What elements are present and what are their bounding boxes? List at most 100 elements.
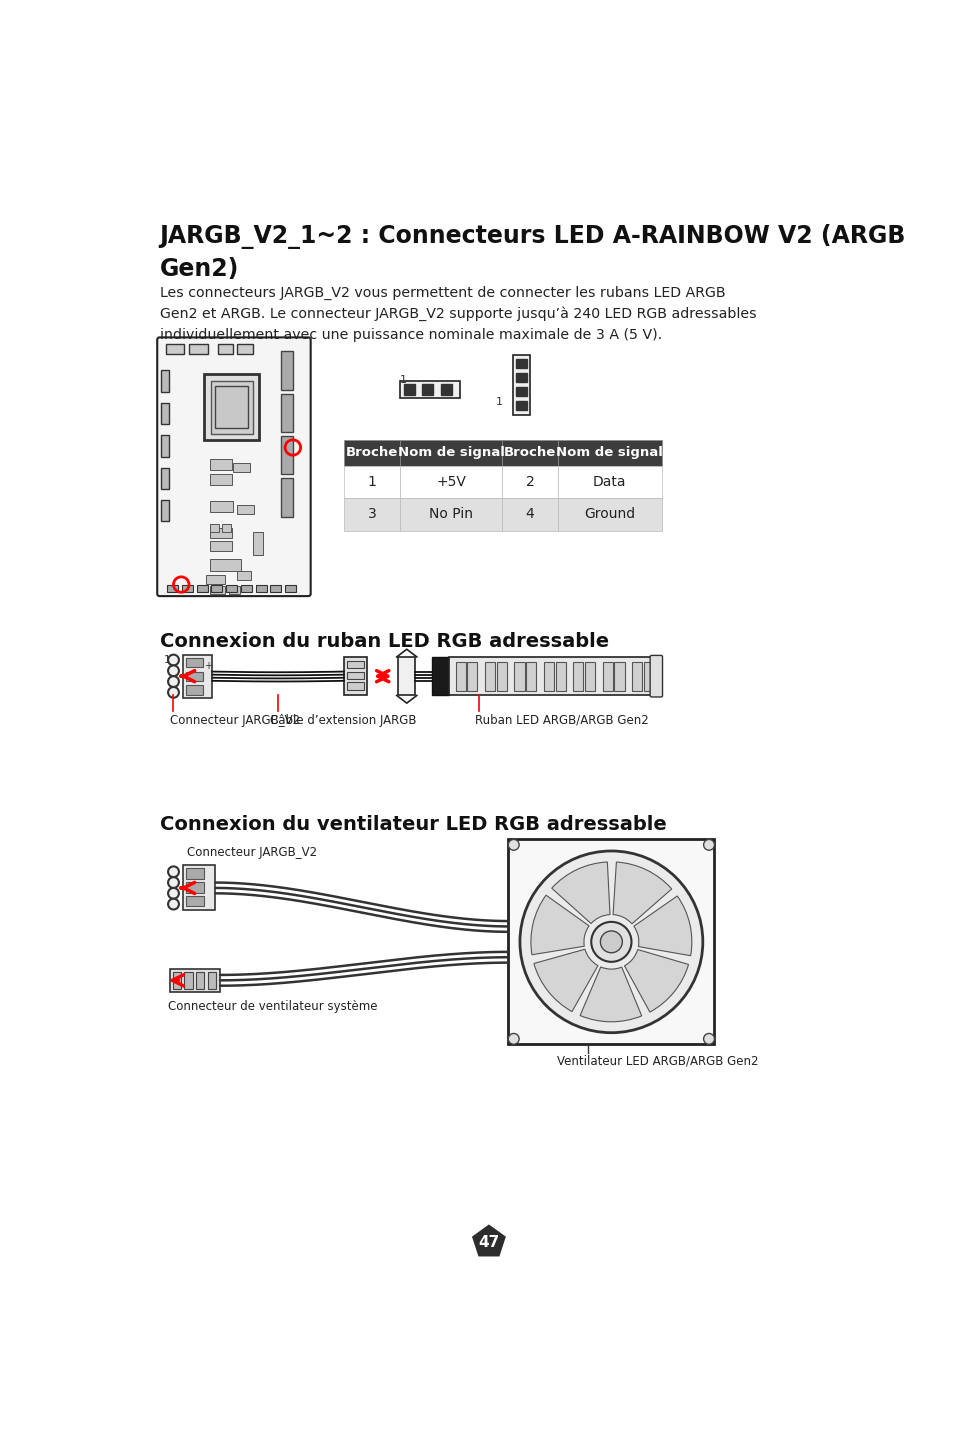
Bar	[210, 528, 232, 538]
Circle shape	[168, 888, 179, 899]
Text: Les connecteurs JARGB_V2 vous permettent de connecter les rubans LED ARGB
Gen2 e: Les connecteurs JARGB_V2 vous permettent…	[159, 286, 756, 342]
Bar	[344, 498, 399, 531]
Wedge shape	[633, 896, 691, 955]
Bar	[161, 402, 169, 424]
Text: Ruban LED ARGB/ARGB Gen2: Ruban LED ARGB/ARGB Gen2	[475, 715, 648, 727]
Text: Connexion du ruban LED RGB adressable: Connexion du ruban LED RGB adressable	[159, 633, 608, 652]
Text: 1: 1	[164, 656, 171, 666]
Bar	[497, 662, 506, 690]
Bar	[513, 355, 530, 415]
Text: Connecteur JARGB_V2: Connecteur JARGB_V2	[187, 845, 317, 859]
Bar	[399, 498, 501, 531]
Bar	[399, 381, 459, 398]
Polygon shape	[472, 1224, 505, 1256]
Bar	[210, 474, 232, 485]
Circle shape	[168, 899, 179, 909]
Text: 2: 2	[525, 475, 534, 490]
Circle shape	[519, 851, 702, 1032]
Bar	[186, 882, 204, 892]
Text: Gen2): Gen2)	[159, 256, 238, 281]
Text: Ground: Ground	[583, 507, 635, 521]
Circle shape	[168, 866, 179, 878]
Bar	[161, 435, 169, 457]
Bar	[281, 478, 293, 517]
Bar	[217, 344, 233, 354]
Bar	[210, 524, 219, 533]
Bar	[516, 359, 526, 368]
Bar	[186, 672, 203, 680]
Bar	[501, 465, 558, 498]
Bar	[281, 435, 293, 474]
Bar	[614, 662, 624, 690]
Bar	[186, 868, 204, 879]
Bar	[516, 387, 526, 395]
Circle shape	[168, 666, 179, 676]
Text: Connexion du ventilateur LED RGB adressable: Connexion du ventilateur LED RGB adressa…	[159, 815, 665, 833]
Text: No Pin: No Pin	[429, 507, 473, 521]
Bar	[501, 440, 558, 465]
Bar	[186, 657, 203, 667]
Bar	[602, 662, 612, 690]
Wedge shape	[624, 949, 688, 1012]
Bar	[403, 384, 415, 395]
Text: Nom de signal: Nom de signal	[397, 447, 504, 460]
Bar	[161, 371, 169, 392]
Bar	[558, 440, 661, 465]
Bar	[183, 865, 215, 909]
Bar	[643, 662, 654, 690]
Bar	[281, 394, 293, 432]
Bar	[525, 662, 536, 690]
Text: 1: 1	[399, 375, 406, 385]
Circle shape	[591, 922, 631, 962]
Bar	[347, 683, 364, 690]
Wedge shape	[534, 949, 598, 1011]
Bar	[632, 662, 641, 690]
Bar	[236, 344, 253, 354]
Bar	[210, 541, 232, 551]
Text: 1: 1	[367, 475, 375, 490]
Bar	[182, 584, 193, 593]
Wedge shape	[530, 895, 589, 955]
Bar	[210, 586, 225, 594]
Bar	[208, 972, 216, 990]
Bar	[501, 498, 558, 531]
Bar	[397, 657, 415, 696]
Bar	[161, 500, 169, 521]
Bar	[270, 584, 281, 593]
Bar	[170, 969, 220, 992]
Bar	[221, 524, 231, 533]
Bar	[558, 465, 661, 498]
Bar	[508, 839, 714, 1044]
Bar	[229, 586, 240, 594]
Text: Connecteur de ventilateur système: Connecteur de ventilateur système	[168, 1000, 377, 1012]
Text: Ventilateur LED ARGB/ARGB Gen2: Ventilateur LED ARGB/ARGB Gen2	[557, 1054, 758, 1067]
Text: 47: 47	[477, 1234, 499, 1250]
FancyBboxPatch shape	[157, 338, 311, 596]
FancyBboxPatch shape	[649, 656, 661, 697]
Bar	[196, 584, 208, 593]
Bar	[399, 440, 501, 465]
Bar	[186, 686, 203, 695]
Bar	[186, 895, 204, 906]
Bar	[172, 972, 181, 990]
Bar	[215, 385, 248, 428]
Text: Nom de signal: Nom de signal	[556, 447, 662, 460]
Bar	[344, 465, 399, 498]
Bar	[558, 498, 661, 531]
Text: +: +	[204, 660, 213, 670]
Bar	[422, 384, 433, 395]
Bar	[236, 571, 251, 580]
Text: 4: 4	[525, 507, 534, 521]
Bar	[211, 381, 253, 434]
Bar	[347, 672, 364, 679]
Bar	[253, 533, 263, 556]
Bar	[210, 558, 241, 571]
Bar	[210, 460, 232, 470]
Text: Câble d’extension JARGB: Câble d’extension JARGB	[270, 715, 416, 727]
Bar	[555, 662, 565, 690]
Bar	[484, 662, 495, 690]
Bar	[516, 372, 526, 382]
Bar	[281, 351, 293, 390]
Bar	[233, 463, 250, 473]
Bar	[210, 501, 233, 513]
